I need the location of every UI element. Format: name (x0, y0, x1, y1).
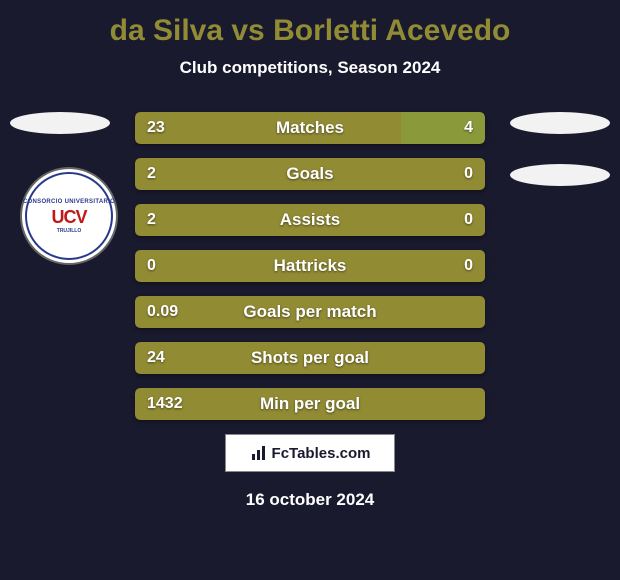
footer-brand-badge: FcTables.com (225, 434, 395, 472)
footer-brand-text: FcTables.com (272, 445, 371, 462)
stat-label: Goals (135, 158, 485, 190)
stat-label: Min per goal (135, 388, 485, 420)
stat-label: Hattricks (135, 250, 485, 282)
chart-icon (250, 444, 268, 462)
stat-row: 234Matches (135, 112, 485, 144)
comparison-subtitle: Club competitions, Season 2024 (0, 58, 620, 78)
stat-row: 0.09Goals per match (135, 296, 485, 328)
stat-label: Assists (135, 204, 485, 236)
player-left-logo-placeholder (10, 112, 110, 134)
stat-row: 20Goals (135, 158, 485, 190)
stat-label: Shots per goal (135, 342, 485, 374)
stat-label: Goals per match (135, 296, 485, 328)
stat-row: 20Assists (135, 204, 485, 236)
stat-row: 1432Min per goal (135, 388, 485, 420)
stat-bars-container: 234Matches 20Goals 20Assists 00Hattricks 0.0… (135, 112, 485, 420)
club-badge-ucv: CONSORCIO UNIVERSITARIO UCV TRUJILLO (20, 167, 118, 265)
stat-row: 24Shots per goal (135, 342, 485, 374)
club-badge-ring (25, 172, 113, 260)
comparison-main: CONSORCIO UNIVERSITARIO UCV TRUJILLO 234… (0, 112, 620, 510)
footer-date: 16 october 2024 (0, 490, 620, 510)
stat-row: 00Hattricks (135, 250, 485, 282)
stat-label: Matches (135, 112, 485, 144)
player-right-logo-placeholder-1 (510, 112, 610, 134)
comparison-title: da Silva vs Borletti Acevedo (0, 0, 620, 48)
player-right-logo-placeholder-2 (510, 164, 610, 186)
